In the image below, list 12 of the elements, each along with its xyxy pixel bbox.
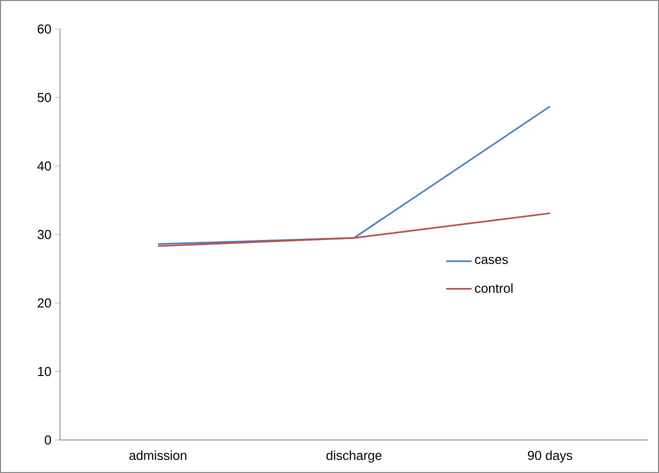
x-tick-label: discharge [326, 450, 382, 463]
legend-label: control [475, 283, 512, 293]
x-tick-label: admission [129, 450, 186, 460]
x-tick-label: 90 days [528, 450, 572, 463]
y-tick-label: 40 [37, 161, 51, 171]
legend-label: cases [475, 256, 508, 264]
y-tick-label: 10 [38, 366, 51, 376]
y-tick-label: 20 [38, 298, 51, 308]
y-tick-label: 60 [38, 24, 51, 34]
y-tick-label: 50 [38, 92, 51, 102]
y-tick-label: 30 [38, 230, 51, 240]
y-tick-label: 0 [44, 435, 51, 445]
